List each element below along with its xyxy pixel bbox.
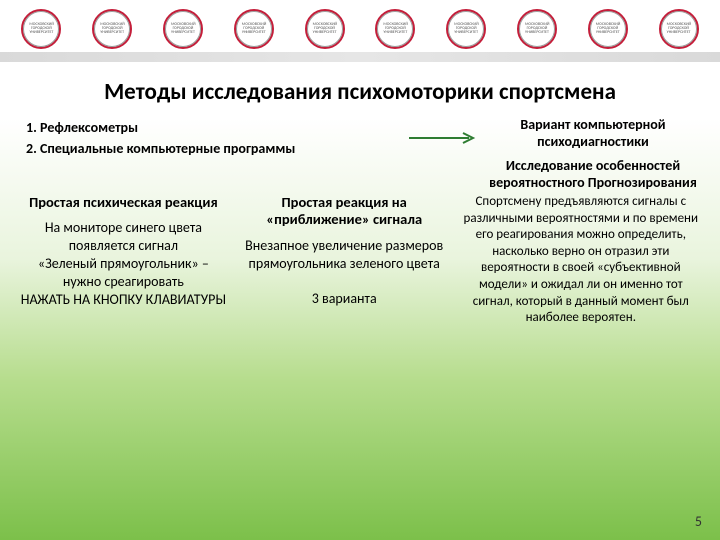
columns: Простая психическая реакция На мониторе … xyxy=(0,192,720,327)
logo-text: МОСКОВСКИЙ ГОРОДСКОЙ УНИВЕРСИТЕТ xyxy=(100,23,124,35)
logo-item: МОСКОВСКИЙ ГОРОДСКОЙ УНИВЕРСИТЕТ xyxy=(148,9,219,49)
page-number: 5 xyxy=(695,513,702,530)
logo-item: МОСКОВСКИЙ ГОРОДСКОЙ УНИВЕРСИТЕТ xyxy=(431,9,502,49)
logo-item: МОСКОВСКИЙ ГОРОДСКОЙ УНИВЕРСИТЕТ xyxy=(289,9,360,49)
column-2: Простая реакция на «приближение» сигнала… xyxy=(239,194,450,327)
logo-text: МОСКОВСКИЙ ГОРОДСКОЙ УНИВЕРСИТЕТ xyxy=(242,23,266,35)
col1-body: На мониторе синего цвета появляется сигн… xyxy=(18,219,229,309)
intro-row: 1. Рефлексометры 2. Специальные компьюте… xyxy=(0,117,720,192)
col2-title: Простая реакция на «приближение» сигнала xyxy=(239,194,450,229)
logo-item: МОСКОВСКИЙ ГОРОДСКОЙ УНИВЕРСИТЕТ xyxy=(643,9,714,49)
logo-text: МОСКОВСКИЙ ГОРОДСКОЙ УНИВЕРСИТЕТ xyxy=(383,23,407,35)
logo-text: МОСКОВСКИЙ ГОРОДСКОЙ УНИВЕРСИТЕТ xyxy=(313,23,337,35)
logo-item: МОСКОВСКИЙ ГОРОДСКОЙ УНИВЕРСИТЕТ xyxy=(6,9,77,49)
arrow-icon xyxy=(398,117,488,145)
col3-body: Спортсмену предъявляются сигналы с разли… xyxy=(460,194,702,327)
logo-text: МОСКОВСКИЙ ГОРОДСКОЙ УНИВЕРСИТЕТ xyxy=(171,23,195,35)
logo-text: МОСКОВСКИЙ ГОРОДСКОЙ УНИВЕРСИТЕТ xyxy=(525,23,549,35)
logo-strip: МОСКОВСКИЙ ГОРОДСКОЙ УНИВЕРСИТЕТ МОСКОВС… xyxy=(0,0,720,60)
column-1: Простая психическая реакция На мониторе … xyxy=(18,194,229,327)
logo-item: МОСКОВСКИЙ ГОРОДСКОЙ УНИВЕРСИТЕТ xyxy=(360,9,431,49)
col2-body: Внезапное увеличение размеров прямоуголь… xyxy=(239,237,450,309)
variant-heading-2: Исследование особенностей вероятностного… xyxy=(488,158,698,192)
logo-text: МОСКОВСКИЙ ГОРОДСКОЙ УНИВЕРСИТЕТ xyxy=(667,23,691,35)
logo-text: МОСКОВСКИЙ ГОРОДСКОЙ УНИВЕРСИТЕТ xyxy=(596,23,620,35)
column-3: Спортсмену предъявляются сигналы с разли… xyxy=(460,194,702,327)
method-2: 2. Специальные компьютерные программы xyxy=(26,140,398,159)
slide-title: Методы исследования психомоторики спортс… xyxy=(40,78,680,107)
logo-item: МОСКОВСКИЙ ГОРОДСКОЙ УНИВЕРСИТЕТ xyxy=(502,9,573,49)
variant-heading-1: Вариант компьютерной психодиагностики xyxy=(488,117,698,151)
method-1: 1. Рефлексометры xyxy=(26,119,398,138)
logo-item: МОСКОВСКИЙ ГОРОДСКОЙ УНИВЕРСИТЕТ xyxy=(218,9,289,49)
logo-text: МОСКОВСКИЙ ГОРОДСКОЙ УНИВЕРСИТЕТ xyxy=(29,23,53,35)
logo-text: МОСКОВСКИЙ ГОРОДСКОЙ УНИВЕРСИТЕТ xyxy=(454,23,478,35)
logo-item: МОСКОВСКИЙ ГОРОДСКОЙ УНИВЕРСИТЕТ xyxy=(77,9,148,49)
col1-title: Простая психическая реакция xyxy=(18,194,229,211)
logo-item: МОСКОВСКИЙ ГОРОДСКОЙ УНИВЕРСИТЕТ xyxy=(572,9,643,49)
